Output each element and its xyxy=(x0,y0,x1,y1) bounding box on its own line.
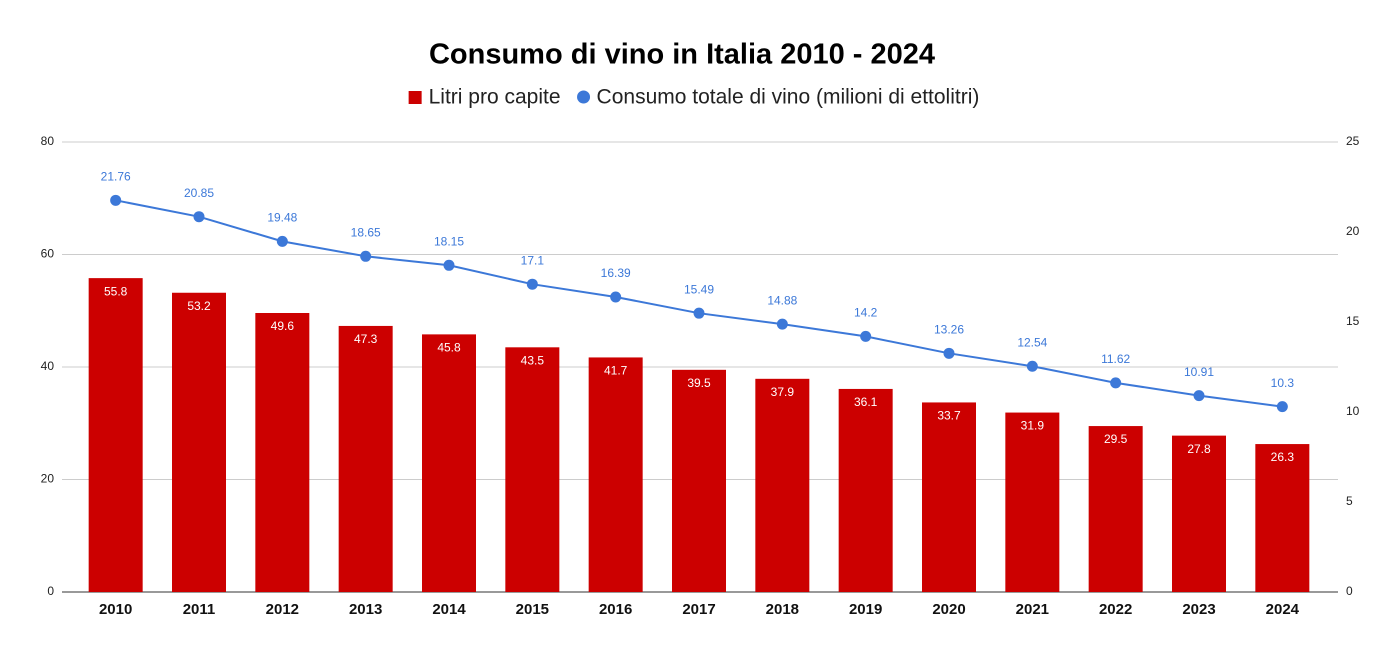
y-tick-label: 0 xyxy=(47,584,54,598)
bar-value-label: 26.3 xyxy=(1271,450,1295,464)
bar-value-label: 41.7 xyxy=(604,364,628,378)
point-value-label: 18.15 xyxy=(434,234,464,248)
point-value-label: 18.65 xyxy=(351,225,381,239)
point xyxy=(776,318,788,330)
point-value-label: 13.26 xyxy=(934,322,964,336)
legend: Litri pro capite Consumo totale di vino (… xyxy=(408,86,979,109)
x-tick-label: 2016 xyxy=(599,601,632,618)
legend-item: Litri pro capite xyxy=(408,86,561,109)
point-value-label: 16.39 xyxy=(601,266,631,280)
bar xyxy=(172,292,226,592)
bar xyxy=(1255,444,1310,592)
point-value-label: 21.76 xyxy=(101,169,131,183)
legend-marker xyxy=(408,91,422,104)
bar-value-label: 27.8 xyxy=(1187,442,1211,456)
point xyxy=(693,307,705,319)
point xyxy=(943,347,955,359)
bar xyxy=(838,388,893,592)
point xyxy=(360,250,372,262)
y2-tick-label: 15 xyxy=(1346,314,1360,328)
chart-title: Consumo di vino in Italia 2010 - 2024 xyxy=(429,39,935,71)
bar-value-label: 31.9 xyxy=(1021,419,1045,433)
point xyxy=(1276,401,1288,413)
bar-value-label: 55.8 xyxy=(104,284,128,298)
bar xyxy=(672,369,726,592)
bar xyxy=(422,334,476,592)
point-value-label: 10.91 xyxy=(1184,365,1214,379)
x-tick-label: 2022 xyxy=(1099,601,1132,618)
point xyxy=(1026,360,1038,372)
bar xyxy=(1005,412,1060,592)
point-value-label: 10.3 xyxy=(1271,376,1295,390)
y2-tick-label: 5 xyxy=(1346,494,1353,508)
point-value-label: 17.1 xyxy=(521,253,545,267)
bar xyxy=(505,347,560,592)
point xyxy=(860,330,872,342)
point xyxy=(1110,377,1122,389)
point xyxy=(443,259,455,271)
bar-value-label: 47.3 xyxy=(354,332,378,346)
y2-tick-label: 10 xyxy=(1346,404,1360,418)
point-value-label: 20.85 xyxy=(184,186,214,200)
point-value-label: 14.88 xyxy=(767,293,797,307)
bar-value-label: 33.7 xyxy=(937,409,961,423)
bar-value-label: 43.5 xyxy=(521,353,545,367)
x-tick-label: 2024 xyxy=(1266,601,1300,618)
point xyxy=(110,194,122,206)
x-tick-label: 2023 xyxy=(1182,601,1215,618)
bar xyxy=(755,378,810,592)
bar xyxy=(588,357,643,592)
x-tick-label: 2015 xyxy=(516,601,549,618)
bar-value-label: 49.6 xyxy=(271,319,295,333)
point-value-label: 14.2 xyxy=(854,306,878,320)
point xyxy=(610,291,622,303)
point xyxy=(1193,390,1205,402)
x-tick-label: 2010 xyxy=(99,601,132,618)
y-tick-label: 80 xyxy=(41,134,55,148)
y2-tick-label: 20 xyxy=(1346,224,1360,238)
bar-value-label: 37.9 xyxy=(771,385,795,399)
bar-value-label: 39.5 xyxy=(687,376,711,390)
x-tick-label: 2012 xyxy=(266,601,299,618)
x-tick-label: 2020 xyxy=(932,601,965,618)
bar xyxy=(922,402,976,592)
x-tick-label: 2011 xyxy=(183,601,216,618)
bar-value-label: 45.8 xyxy=(437,341,461,355)
bar-value-label: 53.2 xyxy=(187,299,211,313)
x-tick-label: 2017 xyxy=(682,601,715,618)
legend-label: Litri pro capite xyxy=(429,86,561,109)
legend-label: Consumo totale di vino (milioni di ettol… xyxy=(597,86,980,109)
legend-marker xyxy=(577,90,591,104)
point-value-label: 11.62 xyxy=(1101,352,1130,366)
bar xyxy=(1088,426,1143,592)
point-value-label: 12.54 xyxy=(1017,335,1047,349)
y2-tick-label: 0 xyxy=(1346,584,1353,598)
point-value-label: 15.49 xyxy=(684,282,714,296)
y-tick-label: 40 xyxy=(41,359,55,373)
bar xyxy=(88,278,143,592)
bar xyxy=(255,313,310,592)
bar xyxy=(1172,435,1226,592)
y2-tick-label: 25 xyxy=(1346,134,1360,148)
bar-value-label: 29.5 xyxy=(1104,432,1128,446)
point xyxy=(193,211,205,223)
x-tick-label: 2013 xyxy=(349,601,382,618)
point-value-label: 19.48 xyxy=(267,211,297,225)
x-tick-label: 2019 xyxy=(849,601,882,618)
point xyxy=(526,278,538,290)
legend-item: Consumo totale di vino (milioni di ettol… xyxy=(577,86,979,109)
bar-value-label: 36.1 xyxy=(854,395,878,409)
y-tick-label: 60 xyxy=(41,247,55,261)
x-tick-label: 2021 xyxy=(1016,601,1049,618)
point xyxy=(276,235,288,247)
x-tick-label: 2014 xyxy=(432,601,466,618)
x-tick-label: 2018 xyxy=(766,601,799,618)
bar xyxy=(338,325,393,592)
y-tick-label: 20 xyxy=(41,472,55,486)
